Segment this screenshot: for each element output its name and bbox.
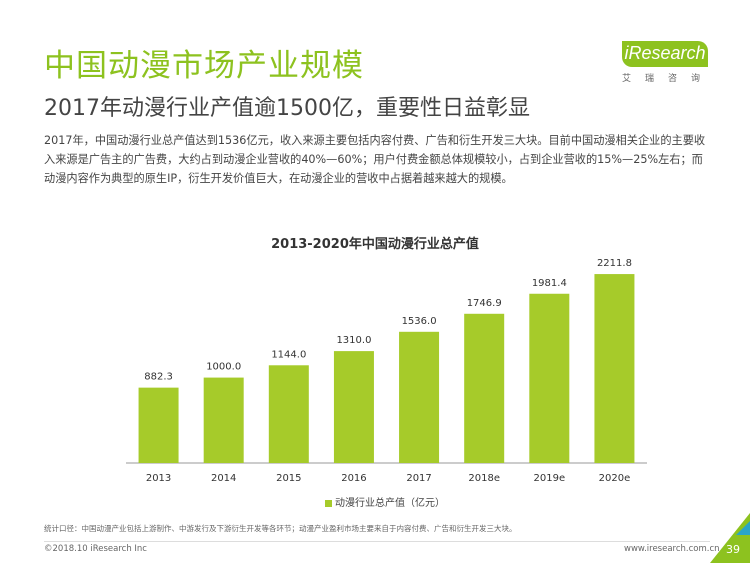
bar-2018e bbox=[464, 313, 505, 463]
legend-swatch bbox=[325, 499, 332, 507]
bar-2015 bbox=[268, 365, 309, 463]
logo-subtitle: 艾瑞咨询 bbox=[622, 74, 715, 84]
x-tick-label-2017: 2017 bbox=[406, 473, 431, 484]
chart-legend: 动漫行业总产值（亿元） bbox=[325, 494, 445, 509]
logo-badge bbox=[622, 41, 708, 67]
bar-2017 bbox=[399, 331, 440, 463]
x-tick-label-2018e: 2018e bbox=[468, 473, 500, 484]
data-label-2017: 1536.0 bbox=[402, 316, 437, 327]
data-label-2019e: 1981.4 bbox=[532, 278, 567, 289]
bar-2014 bbox=[203, 377, 244, 463]
data-label-2013: 882.3 bbox=[144, 372, 173, 383]
data-label-2015: 1144.0 bbox=[271, 349, 306, 360]
website-link[interactable]: www.iresearch.com.cn bbox=[624, 544, 720, 554]
logo-wordmark: iResearch bbox=[624, 43, 706, 63]
x-tick-label-2015: 2015 bbox=[276, 473, 301, 484]
bar-2016 bbox=[333, 351, 374, 463]
chart-title: 2013-2020年中国动漫行业总产值 bbox=[271, 237, 479, 252]
legend-label: 动漫行业总产值（亿元） bbox=[335, 498, 445, 509]
page-subtitle: 2017年动漫行业产值逾1500亿，重要性日益彰显 bbox=[44, 96, 530, 121]
bar-2020e bbox=[594, 274, 635, 463]
x-tick-label-2016: 2016 bbox=[341, 473, 366, 484]
x-tick-label-2019e: 2019e bbox=[534, 473, 566, 484]
x-tick-label-2014: 2014 bbox=[211, 473, 236, 484]
data-label-2016: 1310.0 bbox=[336, 335, 371, 346]
page-title: 中国动漫市场产业规模 bbox=[44, 48, 364, 84]
bar-2013 bbox=[138, 387, 179, 463]
data-label-2018e: 1746.9 bbox=[467, 298, 502, 309]
corner-decoration bbox=[710, 513, 750, 563]
page-number: 39 bbox=[726, 543, 740, 556]
x-tick-label-2013: 2013 bbox=[146, 473, 171, 484]
data-label-2020e: 2211.8 bbox=[597, 258, 632, 269]
copyright: ©2018.10 iResearch Inc bbox=[44, 544, 147, 554]
footer-divider bbox=[44, 541, 710, 542]
iresearch-logo: iResearch 艾瑞咨询 bbox=[622, 41, 708, 85]
x-tick-label-2020e: 2020e bbox=[599, 473, 631, 484]
data-label-2014: 1000.0 bbox=[206, 362, 241, 373]
summary-paragraph: 2017年，中国动漫行业总产值达到1536亿元，收入来源主要包括内容付费、广告和… bbox=[44, 134, 706, 185]
bar-2019e bbox=[529, 293, 570, 463]
footnote: 统计口径：中国动漫产业包括上游制作、中游发行及下游衍生开发等各环节；动漫产业盈利… bbox=[44, 524, 517, 533]
